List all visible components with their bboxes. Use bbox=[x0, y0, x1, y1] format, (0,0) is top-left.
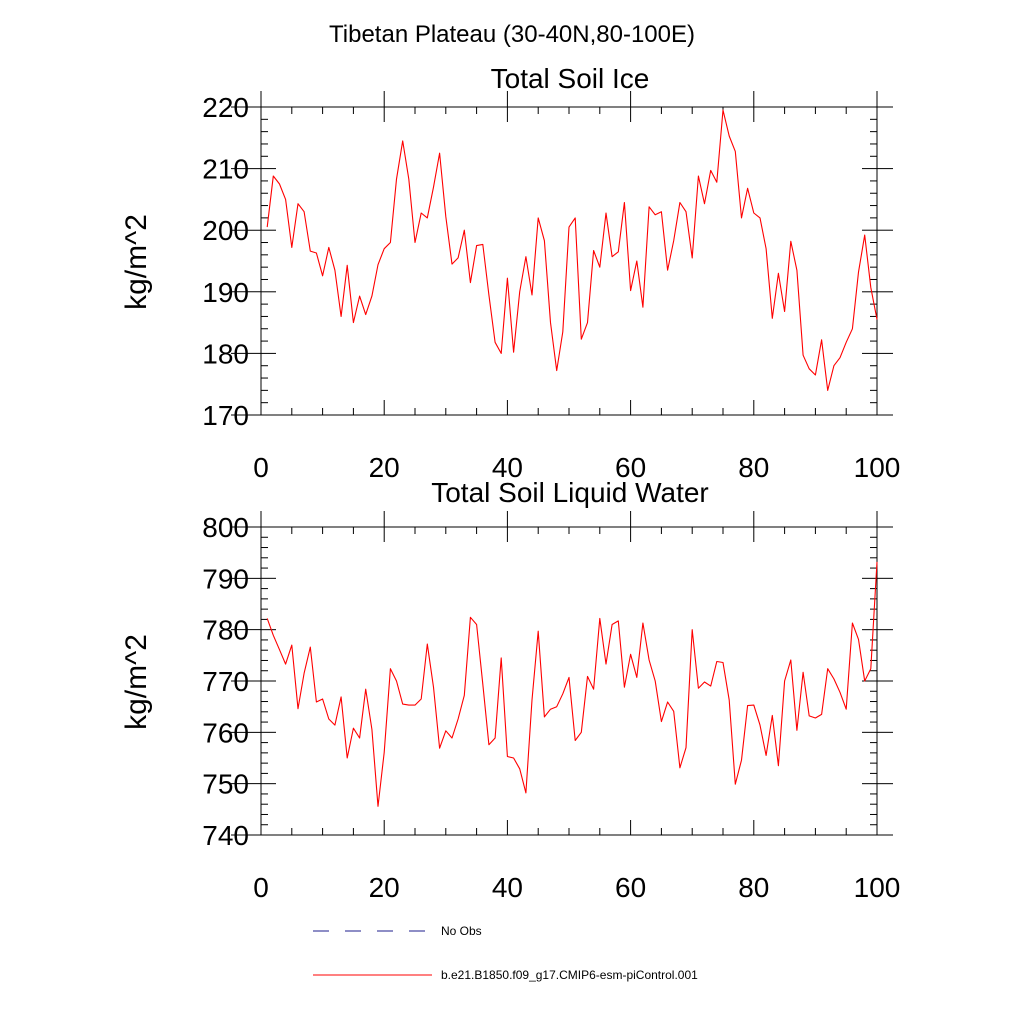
x-tick-label: 100 bbox=[854, 872, 901, 903]
y-axis-label: kg/m^2 bbox=[120, 634, 153, 730]
y-tick-label: 750 bbox=[202, 769, 249, 800]
y-tick-label: 180 bbox=[202, 338, 249, 369]
x-tick-label: 100 bbox=[854, 452, 901, 483]
y-tick-label: 220 bbox=[202, 92, 249, 123]
x-tick-label: 0 bbox=[253, 872, 269, 903]
panel-total-soil-liquid-water: Total Soil Liquid Water kg/m^2 0 20 40 60 80… bbox=[120, 477, 900, 903]
y-tick-label: 770 bbox=[202, 666, 249, 697]
x-tick-label: 60 bbox=[615, 872, 646, 903]
y-tick-label: 760 bbox=[202, 717, 249, 748]
x-tick-label: 60 bbox=[615, 452, 646, 483]
x-tick-label: 40 bbox=[492, 452, 523, 483]
legend-no-obs-label: No Obs bbox=[441, 924, 482, 938]
y-tick-label: 740 bbox=[202, 820, 249, 851]
y-tick-label: 170 bbox=[202, 400, 249, 431]
y-tick-label: 800 bbox=[202, 512, 249, 543]
panel-title: Total Soil Liquid Water bbox=[431, 477, 709, 508]
x-tick-label: 80 bbox=[738, 452, 769, 483]
x-tick-label: 40 bbox=[492, 872, 523, 903]
plot-frame bbox=[260, 106, 878, 416]
y-tick-label: 200 bbox=[202, 215, 249, 246]
x-tick-label: 20 bbox=[369, 872, 400, 903]
series-line bbox=[266, 561, 878, 807]
y-tick-label: 780 bbox=[202, 615, 249, 646]
y-tick-label: 210 bbox=[202, 154, 249, 185]
legend: No Obs b.e21.B1850.f09_g17.CMIP6-esm-piC… bbox=[313, 924, 698, 982]
figure-suptitle: Tibetan Plateau (30-40N,80-100E) bbox=[329, 21, 695, 48]
legend-model-label: b.e21.B1850.f09_g17.CMIP6-esm-piControl.… bbox=[441, 968, 698, 982]
y-axis-label: kg/m^2 bbox=[120, 214, 153, 310]
x-tick-label: 0 bbox=[253, 452, 269, 483]
x-tick-label: 20 bbox=[369, 452, 400, 483]
panel-title: Total Soil Ice bbox=[491, 63, 650, 94]
y-tick-label: 790 bbox=[202, 563, 249, 594]
series-line bbox=[266, 109, 878, 391]
y-tick-label: 190 bbox=[202, 277, 249, 308]
x-tick-label: 80 bbox=[738, 872, 769, 903]
panel-total-soil-ice: Total Soil Ice kg/m^2 0 20 40 60 80 100 170 180… bbox=[120, 63, 900, 483]
